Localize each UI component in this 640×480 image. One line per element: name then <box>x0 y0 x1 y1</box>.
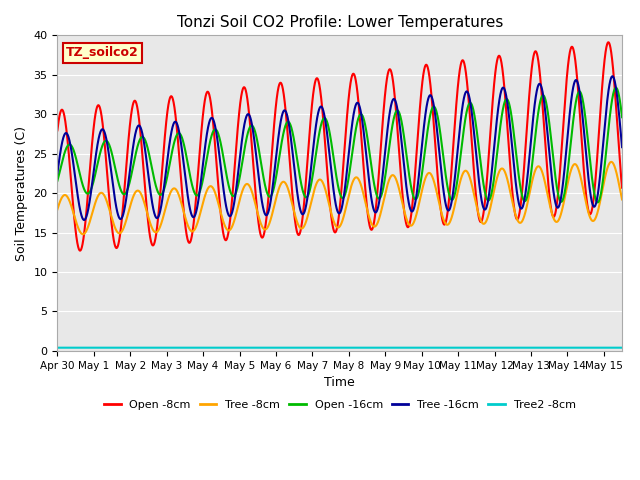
X-axis label: Time: Time <box>324 376 355 389</box>
Legend: Open -8cm, Tree -8cm, Open -16cm, Tree -16cm, Tree2 -8cm: Open -8cm, Tree -8cm, Open -16cm, Tree -… <box>99 396 580 415</box>
Y-axis label: Soil Temperatures (C): Soil Temperatures (C) <box>15 126 28 261</box>
Text: TZ_soilco2: TZ_soilco2 <box>66 47 139 60</box>
Title: Tonzi Soil CO2 Profile: Lower Temperatures: Tonzi Soil CO2 Profile: Lower Temperatur… <box>177 15 503 30</box>
